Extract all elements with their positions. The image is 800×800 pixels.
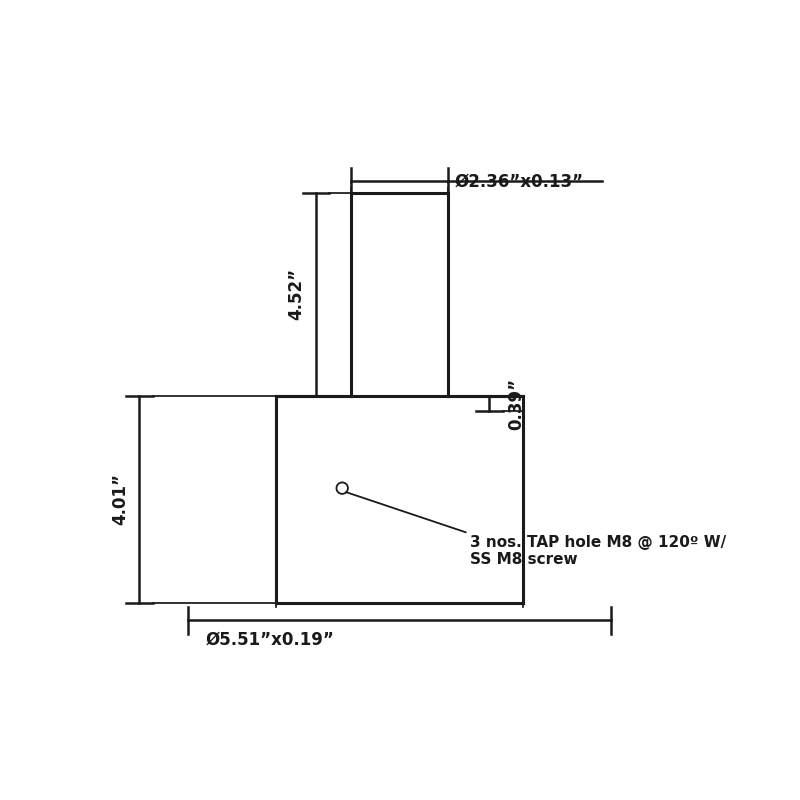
Text: 0.39”: 0.39” [507,378,525,430]
Text: Ø2.36”x0.13”: Ø2.36”x0.13” [454,172,583,190]
Text: 4.52”: 4.52” [287,268,306,320]
Text: 3 nos. TAP hole M8 @ 120º W/
SS M8 screw: 3 nos. TAP hole M8 @ 120º W/ SS M8 screw [470,535,726,567]
Text: Ø5.51”x0.19”: Ø5.51”x0.19” [206,630,334,649]
Text: 4.01”: 4.01” [111,473,129,525]
